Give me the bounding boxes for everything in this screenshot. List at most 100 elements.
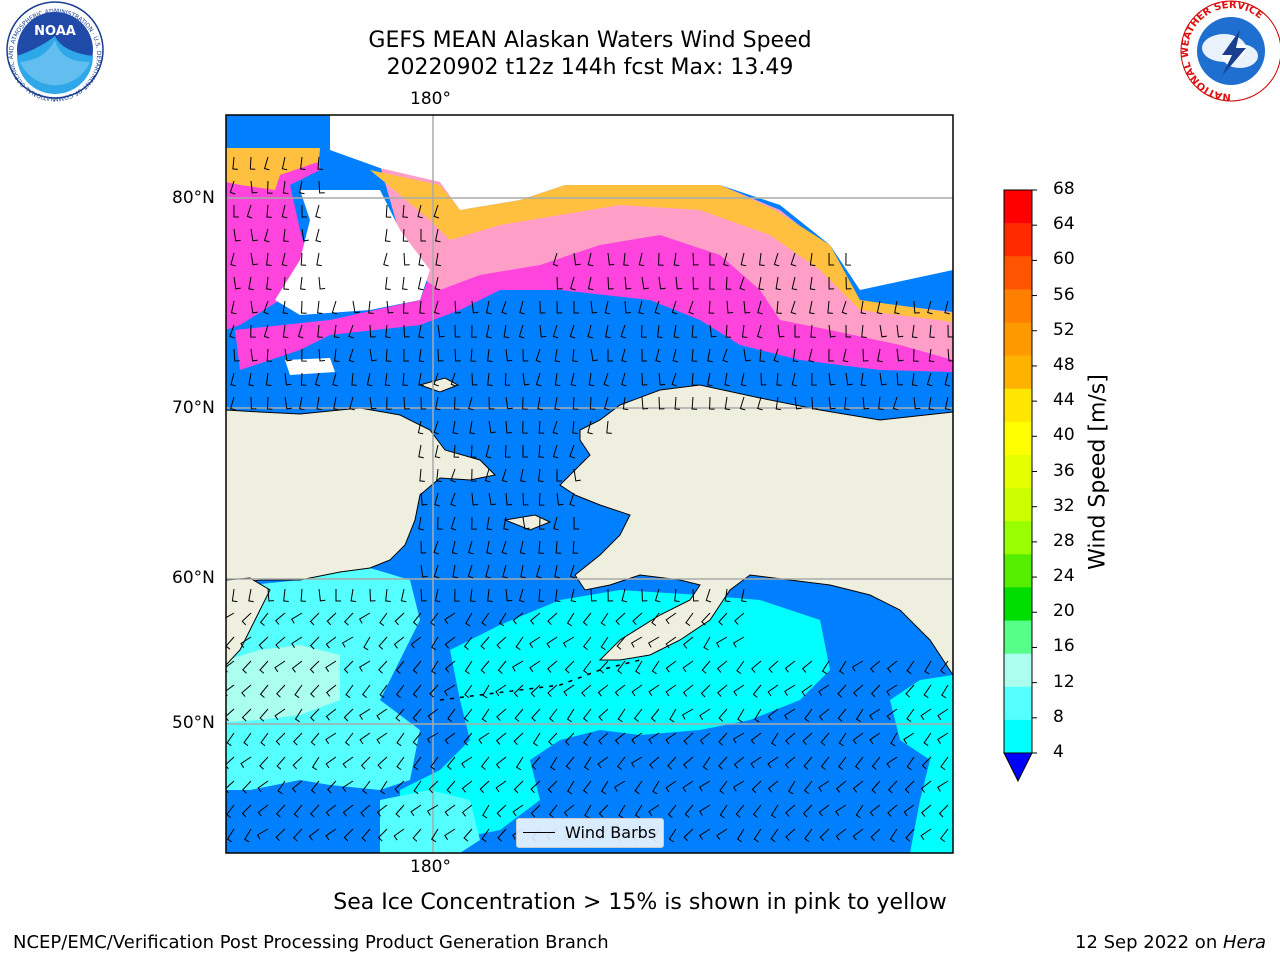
wind-barb bbox=[522, 420, 528, 434]
wind-barb bbox=[887, 804, 898, 817]
wind-barb bbox=[359, 732, 371, 745]
wind-barb bbox=[911, 372, 918, 387]
wind-barb bbox=[818, 804, 830, 817]
wind-barb bbox=[360, 804, 371, 818]
wind-barb bbox=[437, 348, 444, 362]
wind-barb bbox=[641, 348, 648, 362]
wind-barb bbox=[481, 828, 490, 843]
wind-barb bbox=[862, 396, 870, 410]
wind-barb bbox=[318, 276, 326, 290]
wind-barb bbox=[719, 780, 728, 795]
wind-barb bbox=[263, 300, 269, 315]
sea-ice-note: Sea Ice Concentration > 15% is shown in … bbox=[333, 890, 947, 915]
wind-barb bbox=[903, 804, 915, 817]
wind-barb bbox=[325, 756, 337, 769]
wind-barb bbox=[944, 372, 951, 387]
wind-barb bbox=[535, 348, 542, 363]
wind-barb bbox=[384, 228, 391, 242]
wind-barb bbox=[623, 252, 629, 266]
wind-barb bbox=[461, 756, 473, 768]
wind-barb bbox=[242, 660, 252, 674]
wind-barb bbox=[682, 660, 694, 673]
wind-barb bbox=[603, 396, 610, 411]
wind-barb bbox=[929, 324, 935, 338]
wind-barb bbox=[539, 324, 547, 338]
wind-barb bbox=[402, 276, 408, 290]
wind-barb bbox=[691, 372, 698, 386]
wind-barb bbox=[607, 349, 613, 362]
wind-barb bbox=[682, 780, 694, 793]
wind-barb bbox=[547, 660, 558, 673]
wind-barb bbox=[531, 756, 541, 770]
wind-barb bbox=[573, 468, 581, 482]
wind-barb bbox=[913, 348, 919, 362]
wind-barb bbox=[412, 684, 422, 698]
wind-barb bbox=[732, 732, 745, 744]
wind-barb bbox=[634, 780, 643, 795]
wind-barb bbox=[300, 372, 307, 386]
wind-barb bbox=[801, 660, 813, 673]
wind-barb bbox=[923, 732, 932, 747]
wind-barb bbox=[317, 324, 323, 338]
wind-barb bbox=[582, 780, 592, 794]
wind-barb bbox=[607, 252, 615, 266]
wind-barb bbox=[641, 372, 648, 386]
wind-barb bbox=[325, 732, 337, 744]
wind-barb bbox=[241, 804, 252, 818]
wind-barb bbox=[450, 516, 457, 531]
wind-barb bbox=[920, 708, 932, 721]
wind-barb bbox=[584, 804, 592, 819]
wind-barb bbox=[869, 804, 881, 817]
wind-barb bbox=[894, 300, 900, 315]
wind-barb bbox=[665, 612, 677, 625]
wind-barb bbox=[828, 348, 834, 362]
wind-barb bbox=[776, 300, 782, 314]
wind-barb bbox=[652, 780, 660, 795]
wind-barb bbox=[450, 468, 456, 483]
wind-barb bbox=[707, 348, 713, 363]
wind-barb bbox=[427, 708, 439, 721]
wind-barb bbox=[378, 660, 388, 674]
wind-barb bbox=[386, 396, 392, 410]
wind-barb bbox=[249, 156, 256, 170]
wind-barb bbox=[665, 636, 677, 649]
wind-barb bbox=[417, 204, 423, 219]
wind-barb bbox=[804, 780, 813, 794]
wind-barb bbox=[461, 804, 473, 817]
wind-barb bbox=[538, 540, 544, 554]
wind-barb bbox=[379, 684, 388, 699]
wind-barb bbox=[944, 396, 951, 411]
wind-barb bbox=[385, 588, 391, 602]
nws-logo: NATIONAL WEATHER SERVICE bbox=[1180, 0, 1280, 102]
wind-barb bbox=[724, 588, 731, 603]
wind-barb bbox=[563, 804, 575, 817]
wind-barb bbox=[504, 372, 511, 386]
wind-barb bbox=[471, 300, 479, 314]
wind-barb bbox=[309, 708, 320, 722]
wind-barb bbox=[293, 804, 303, 818]
wind-barb bbox=[310, 684, 320, 698]
wind-barb bbox=[497, 660, 507, 674]
colorbar-tick-label: 64 bbox=[1053, 214, 1075, 235]
wind-barb bbox=[855, 804, 864, 819]
wind-barb bbox=[537, 468, 544, 482]
wind-barb bbox=[667, 804, 677, 818]
wind-barb bbox=[300, 252, 307, 266]
wind-barb bbox=[496, 804, 507, 818]
wind-barb bbox=[417, 276, 424, 291]
wind-barb bbox=[535, 372, 542, 387]
wind-barb bbox=[248, 372, 254, 387]
sea-ice-yellow-left bbox=[226, 148, 320, 190]
colorbar-segment bbox=[1004, 719, 1032, 754]
colorbar-tick-label: 12 bbox=[1053, 671, 1075, 692]
wind-zone-south bbox=[380, 790, 480, 853]
wind-barb bbox=[275, 732, 286, 746]
wind-barb bbox=[316, 252, 322, 267]
colorbar-segment bbox=[1004, 355, 1032, 390]
wind-barb bbox=[767, 756, 779, 769]
wind-barb bbox=[569, 324, 576, 339]
wind-barb bbox=[567, 780, 575, 795]
wind-barb bbox=[230, 396, 236, 411]
wind-barb bbox=[341, 636, 354, 648]
wind-barb bbox=[522, 492, 529, 506]
